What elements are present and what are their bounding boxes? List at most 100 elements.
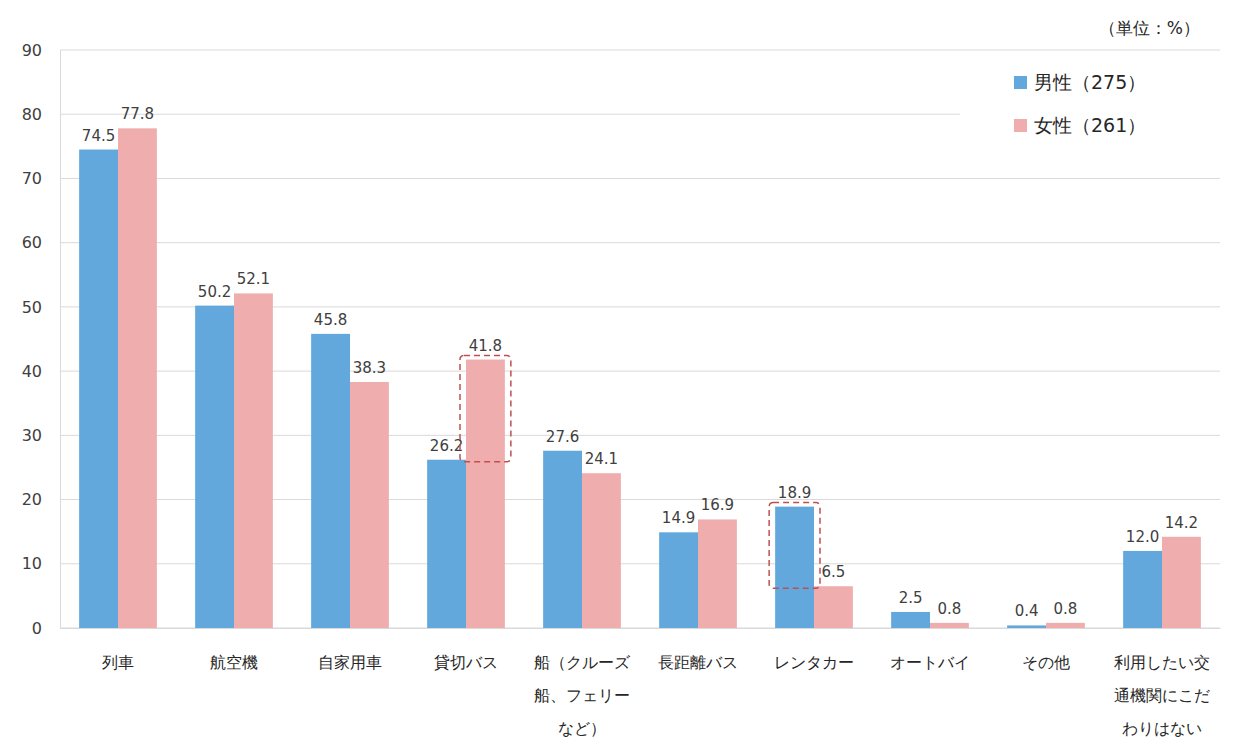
data-label: 77.8	[121, 105, 154, 123]
bar	[350, 382, 389, 628]
x-tick-label-line: 自家用車	[318, 653, 382, 672]
bar	[1007, 625, 1046, 628]
x-axis-line	[61, 628, 1221, 629]
x-tick: 長距離バス	[658, 628, 738, 672]
x-tick-label: オートバイ	[890, 653, 970, 672]
highlights	[460, 356, 820, 589]
bar	[79, 150, 118, 628]
data-label: 18.9	[778, 484, 811, 502]
bar	[427, 460, 466, 628]
x-tick: 船（クルーズ船、フェリーなど）	[534, 628, 631, 738]
x-tick-label: 自家用車	[318, 653, 382, 672]
data-label: 16.9	[701, 496, 734, 514]
chart: 0 10 20 30 40 50 60 70 80 90 列車航空機 自家用車 貸切バス 船（クルーズ船、…	[0, 0, 1233, 754]
legend-background	[960, 62, 1220, 158]
bar-series	[118, 128, 1201, 628]
y-tick-label: 70	[22, 169, 42, 188]
y-tick: 50	[22, 298, 60, 317]
data-label: 74.5	[82, 127, 115, 145]
legend-label: 男性（275）	[1034, 71, 1146, 93]
y-tick: 90	[22, 41, 60, 60]
y-tick: 80	[22, 105, 60, 124]
y-tick-label: 80	[22, 105, 42, 124]
x-tick-label: その他	[1022, 653, 1070, 672]
bar	[659, 532, 698, 628]
y-tick: 10	[22, 554, 60, 573]
annotation: （単位：%）	[1099, 18, 1200, 38]
bar	[1123, 551, 1162, 628]
y-tick-label: 90	[22, 41, 42, 60]
y-tick-label: 20	[22, 490, 42, 509]
highlight-box	[460, 356, 511, 462]
data-label: 26.2	[430, 437, 463, 455]
data-label: 2.5	[899, 589, 923, 607]
data-label: 14.9	[662, 509, 695, 527]
legend-swatch	[1014, 76, 1027, 89]
data-label: 41.8	[469, 337, 502, 355]
bar	[311, 334, 350, 628]
data-label: 24.1	[585, 450, 618, 468]
x-axis: 列車航空機 自家用車 貸切バス 船（クルーズ船、フェリーなど） 長距離バス レンタカー オー…	[61, 628, 1221, 738]
y-tick-label: 40	[22, 362, 42, 381]
x-tick-label-line: 長距離バス	[658, 653, 738, 672]
bar	[582, 473, 621, 628]
x-tick: 列車	[102, 628, 134, 672]
y-tick-label: 30	[22, 426, 42, 445]
bar	[234, 293, 273, 628]
x-tick-label-line: 船（クルーズ	[534, 653, 631, 672]
bar-series	[79, 150, 1162, 628]
data-label: 0.8	[938, 600, 962, 618]
data-label: 12.0	[1126, 528, 1159, 546]
bar	[698, 519, 737, 628]
y-tick: 30	[22, 426, 60, 445]
data-label: 14.2	[1165, 514, 1198, 532]
y-axis: 0 10 20 30 40 50 60 70 80 90	[22, 41, 61, 638]
data-label: 52.1	[237, 270, 270, 288]
y-tick: 60	[22, 233, 60, 252]
x-tick: 利用したい交通機関にこだわりはない	[1114, 628, 1210, 738]
y-axis-line	[60, 51, 61, 629]
data-label: 27.6	[546, 428, 579, 446]
bar	[118, 128, 157, 628]
bar	[891, 612, 930, 628]
x-tick-label-line: 航空機	[210, 653, 258, 672]
legend-swatch	[1014, 119, 1027, 132]
x-tick: 自家用車	[318, 628, 382, 672]
data-label: 0.8	[1054, 600, 1078, 618]
data-label: 50.2	[198, 283, 231, 301]
data-label: 38.3	[353, 359, 386, 377]
x-tick-label-line: 貸切バス	[434, 653, 498, 672]
x-tick-label-line: 通機関にこだ	[1114, 686, 1210, 705]
y-tick-label: 60	[22, 233, 42, 252]
x-tick: オートバイ	[890, 628, 970, 672]
grid-line	[60, 242, 1220, 243]
bar	[930, 623, 969, 628]
y-tick-label: 0	[32, 619, 42, 638]
x-tick: その他	[1022, 628, 1070, 672]
x-tick-label-line: レンタカー	[774, 653, 854, 672]
y-tick: 40	[22, 362, 60, 381]
bar	[195, 306, 234, 628]
x-tick-label-line: わりはない	[1122, 719, 1202, 738]
data-label: 6.5	[822, 563, 846, 581]
x-tick-label-line: 船、フェリー	[534, 686, 630, 705]
grid-line	[60, 50, 1220, 51]
bar	[466, 360, 505, 628]
y-tick: 70	[22, 169, 60, 188]
data-label: 0.4	[1015, 602, 1039, 620]
bar	[814, 586, 853, 628]
y-tick: 20	[22, 490, 60, 509]
x-tick-label: 船（クルーズ船、フェリーなど）	[534, 653, 631, 738]
x-tick: 航空機	[210, 628, 258, 672]
x-tick-label-line: 利用したい交	[1114, 653, 1210, 672]
legend: 男性（275） 女性（261）	[960, 62, 1220, 158]
legend-label: 女性（261）	[1034, 114, 1146, 136]
x-tick-label: 長距離バス	[658, 653, 738, 672]
highlight-box	[769, 503, 820, 589]
bar	[775, 507, 814, 628]
x-tick-label: 航空機	[210, 653, 258, 672]
grid	[60, 50, 1220, 628]
x-tick-label: レンタカー	[774, 653, 854, 672]
x-tick-label-line: など）	[558, 719, 606, 738]
x-tick-label-line: その他	[1022, 653, 1070, 672]
